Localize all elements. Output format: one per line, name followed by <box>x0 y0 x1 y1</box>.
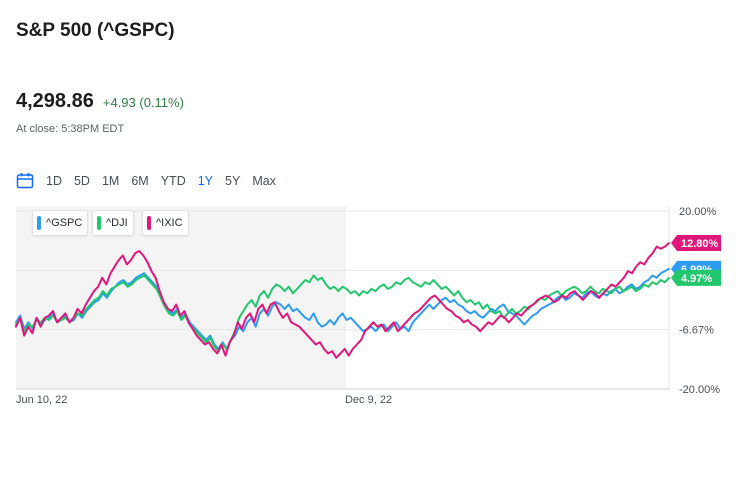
x-tick-label: Jun 10, 22 <box>16 394 67 406</box>
range-selector: 1D 5D 1M 6M YTD 1Y 5Y Max <box>16 172 282 189</box>
range-5d[interactable]: 5D <box>73 173 90 188</box>
legend-swatch-ixic <box>147 216 151 230</box>
range-1y[interactable]: 1Y <box>197 173 214 188</box>
page-title: S&P 500 (^GSPC) <box>16 20 175 41</box>
legend-swatch-dji <box>97 216 101 230</box>
close-time: At close: 5:38PM EDT <box>16 123 125 135</box>
price-value: 4,298.86 <box>16 90 94 112</box>
series-line-gspc <box>15 267 670 350</box>
range-1d[interactable]: 1D <box>46 173 62 188</box>
range-1m[interactable]: 1M <box>101 173 120 188</box>
y-tick-label: -6.67% <box>679 325 714 337</box>
calendar-icon[interactable] <box>16 172 34 189</box>
legend-label-ixic: ^IXIC <box>156 217 183 229</box>
end-tag-label-dji: 4.97% <box>681 273 712 285</box>
legend-gspc[interactable]: ^GSPC <box>32 210 89 236</box>
x-tick-label: Dec 9, 22 <box>345 394 392 406</box>
price-change: +4.93 (0.11%) <box>102 95 184 110</box>
legend-swatch-gspc <box>37 216 41 230</box>
series-line-ixic <box>15 242 670 359</box>
quote-row: 4,298.86 +4.93 (0.11%) <box>16 90 184 113</box>
legend-dji[interactable]: ^DJI <box>92 210 134 236</box>
end-tag-dji <box>671 269 721 286</box>
end-tag-ixic <box>671 235 721 252</box>
range-6m[interactable]: 6M <box>131 173 149 188</box>
legend-ixic[interactable]: ^IXIC <box>142 210 189 236</box>
range-ytd[interactable]: YTD <box>160 173 186 188</box>
y-tick-label: 20.00% <box>679 206 717 218</box>
chart-shaded-region <box>16 206 345 389</box>
range-5y[interactable]: 5Y <box>225 173 241 188</box>
legend-label-dji: ^DJI <box>106 217 128 229</box>
legend-label-gspc: ^GSPC <box>46 217 83 229</box>
y-tick-label: -20.00% <box>679 384 720 396</box>
range-max[interactable]: Max <box>252 173 276 188</box>
series-line-dji <box>15 274 670 353</box>
end-tag-label-ixic: 12.80% <box>681 238 719 250</box>
